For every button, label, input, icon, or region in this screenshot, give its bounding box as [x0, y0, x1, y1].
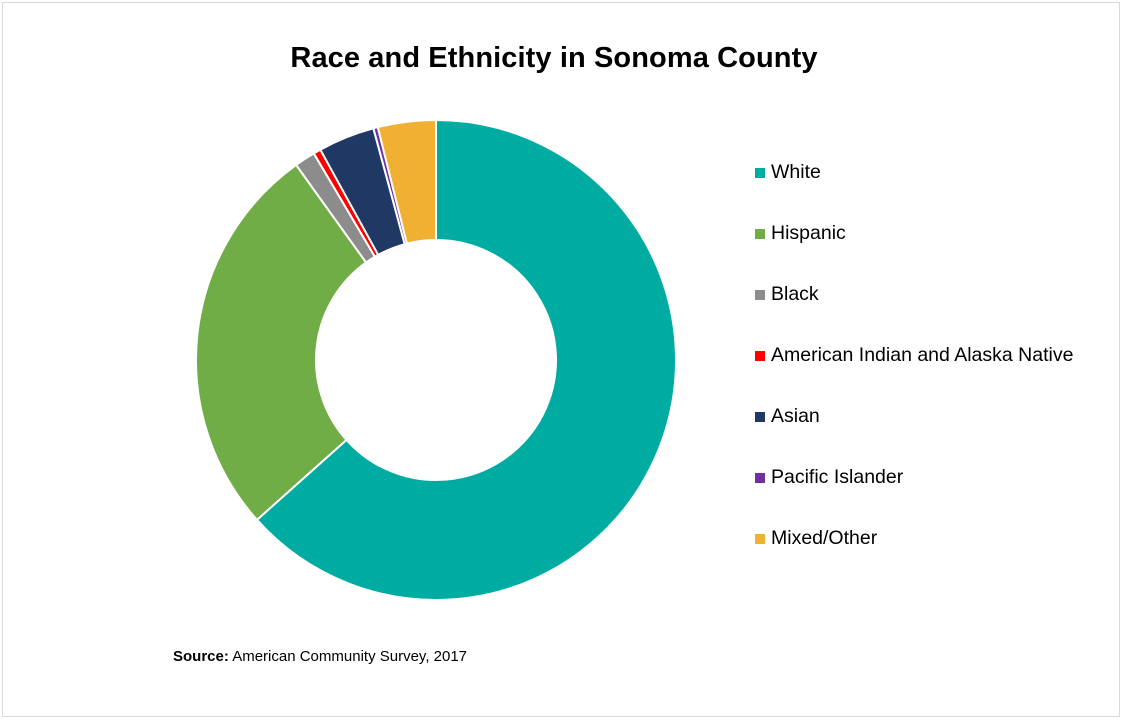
legend-swatch — [755, 290, 765, 300]
legend-label: Mixed/Other — [771, 527, 878, 549]
legend-swatch — [755, 168, 765, 178]
legend-label: Hispanic — [771, 222, 846, 244]
source-label: Source: — [173, 648, 229, 665]
legend-swatch — [755, 473, 765, 483]
legend-swatch — [755, 351, 765, 361]
legend-label: Pacific Islander — [771, 466, 904, 488]
chart-title: Race and Ethnicity in Sonoma County — [290, 42, 818, 74]
legend-label: White — [771, 161, 821, 183]
legend-label: Black — [771, 283, 819, 305]
legend-label: American Indian and Alaska Native — [771, 344, 1074, 366]
legend-swatch — [755, 229, 765, 239]
legend-swatch — [755, 534, 765, 544]
source-note: Source: American Community Survey, 2017 — [173, 648, 467, 665]
slice-mixed-other — [376, 118, 437, 245]
legend-swatch — [755, 412, 765, 422]
slice-hispanic — [195, 163, 368, 522]
slice-white — [255, 118, 677, 601]
legend-label: Asian — [771, 405, 820, 427]
source-text: American Community Survey, 2017 — [232, 648, 468, 665]
